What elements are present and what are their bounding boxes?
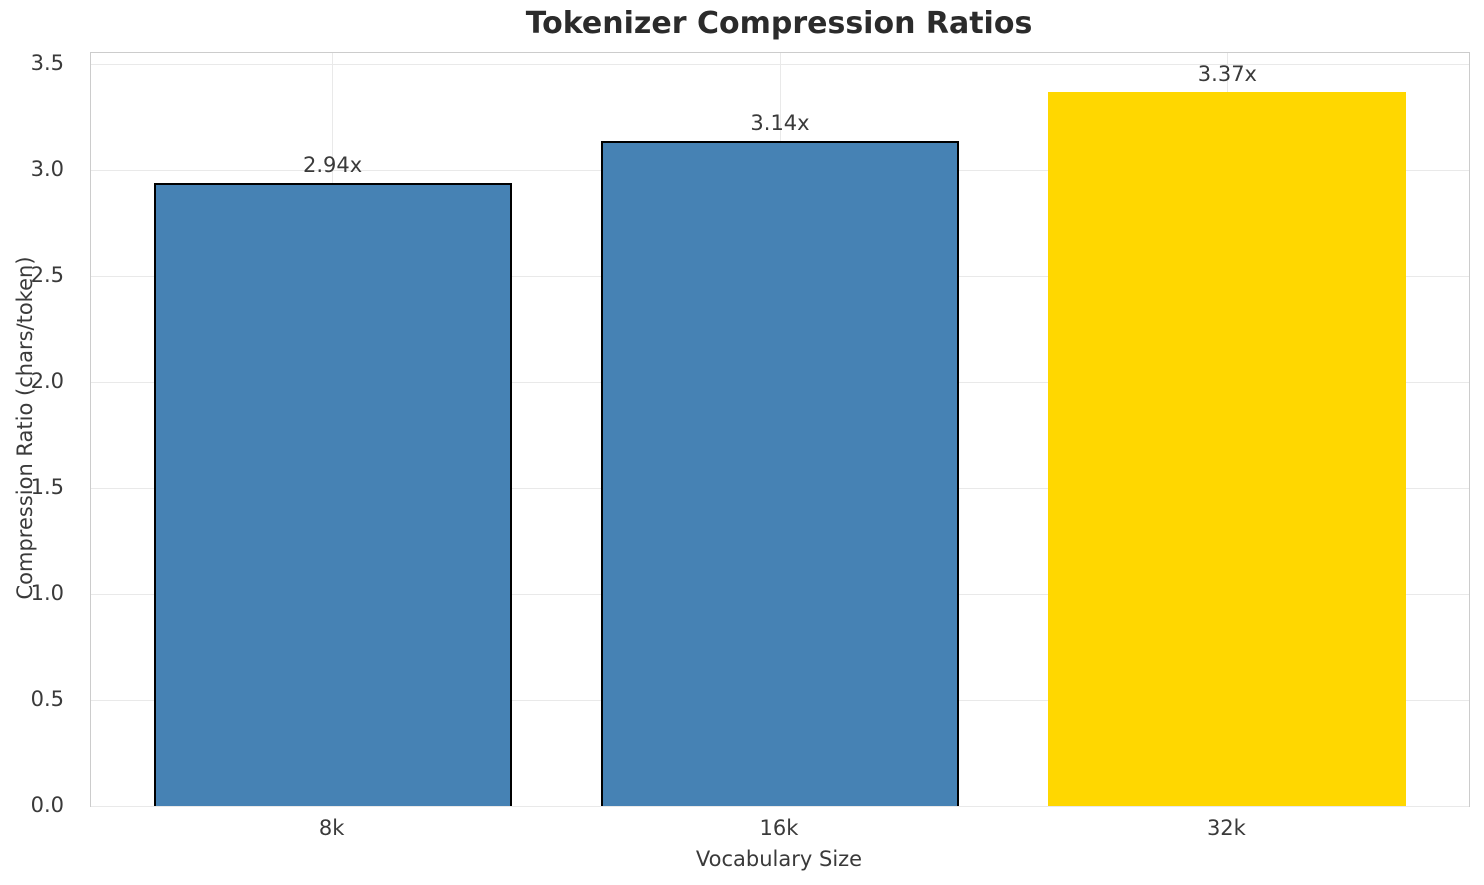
plot-area: 2.94x 3.14x 3.37x bbox=[90, 52, 1470, 807]
x-tick-label: 16k bbox=[759, 816, 799, 840]
y-tick-label: 1.5 bbox=[30, 475, 64, 500]
y-tick-label: 2.5 bbox=[30, 263, 64, 288]
bar-16k bbox=[601, 140, 959, 806]
y-tick-label: 2.0 bbox=[30, 369, 64, 394]
y-tick-label: 1.0 bbox=[30, 581, 64, 606]
x-axis-label: Vocabulary Size bbox=[695, 847, 863, 871]
bar-value-label: 3.37x bbox=[1197, 61, 1257, 86]
y-tick-label: 0.0 bbox=[30, 793, 64, 817]
bar-value-label: 3.14x bbox=[750, 110, 810, 135]
y-tick-label: 0.5 bbox=[30, 687, 64, 712]
bar-8k bbox=[153, 182, 512, 806]
x-tick-label: 8k bbox=[318, 816, 345, 840]
bar-32k bbox=[1048, 91, 1407, 806]
y-tick-label: 3.5 bbox=[30, 51, 64, 76]
x-tick-label: 32k bbox=[1206, 816, 1246, 840]
y-tick-label: 3.0 bbox=[30, 157, 64, 182]
bar-value-label: 2.94x bbox=[303, 152, 363, 177]
gridline-horizontal bbox=[91, 805, 1469, 807]
y-axis-label: Compression Ratio (chars/token) bbox=[13, 256, 37, 600]
chart-title: Tokenizer Compression Ratios bbox=[525, 6, 1033, 41]
